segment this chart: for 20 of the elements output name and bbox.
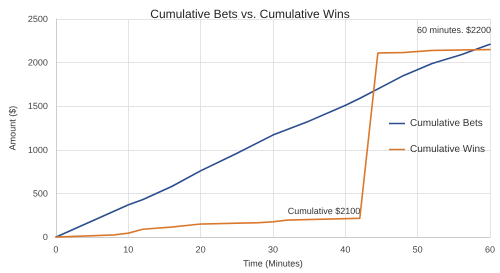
x-tick-label: 50 bbox=[412, 244, 423, 255]
y-tick-label: 0 bbox=[42, 232, 48, 242]
x-axis-title: Time (Minutes) bbox=[243, 258, 303, 268]
x-tick-label: 0 bbox=[53, 244, 58, 255]
legend-label: Cumulative Wins bbox=[410, 144, 486, 155]
x-tick-label: 60 bbox=[484, 244, 496, 255]
chart-title: Cumulative Bets vs. Cumulative Wins bbox=[150, 7, 350, 21]
annotation: 60 minutes. $2200 bbox=[416, 25, 492, 35]
y-tick-label: 1500 bbox=[28, 101, 48, 112]
y-tick-label: 2000 bbox=[28, 58, 48, 68]
y-tick-label: 500 bbox=[32, 188, 48, 198]
annotation: Cumulative $2100 bbox=[288, 206, 360, 216]
x-tick-label: 20 bbox=[196, 244, 206, 255]
y-tick-label: 1000 bbox=[28, 144, 48, 155]
x-tick-label: 10 bbox=[123, 244, 134, 255]
x-tick-label: 40 bbox=[340, 244, 350, 255]
x-tick-label: 30 bbox=[268, 244, 278, 255]
legend-label: Cumulative Bets bbox=[410, 118, 483, 129]
y-tick-label: 2500 bbox=[28, 14, 48, 24]
y-axis-title: Amount ($) bbox=[8, 106, 18, 150]
